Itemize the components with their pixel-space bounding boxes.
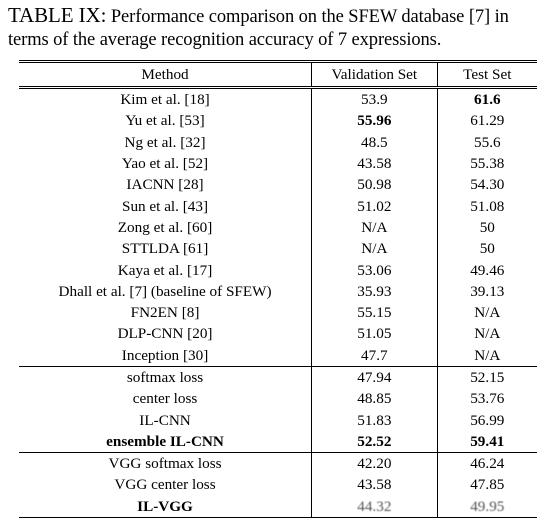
caption-text: Performance comparison on the SFEW datab… bbox=[8, 7, 509, 50]
cell-test: 52.15 bbox=[436, 365, 537, 389]
table-row: Dhall et al. [7] (baseline of SFEW) 35.93… bbox=[19, 280, 537, 302]
cell-test: 56.99 bbox=[436, 409, 537, 431]
cell-validation: 43.58 bbox=[311, 152, 438, 175]
cell-validation: 51.83 bbox=[311, 409, 438, 431]
cell-method: center loss bbox=[132, 390, 198, 408]
header-method: Method bbox=[19, 61, 312, 89]
cell-test: 50 bbox=[436, 238, 537, 260]
cell-validation: 55.96 bbox=[311, 110, 438, 132]
table-row: Inception [30] 47.7 N/A bbox=[19, 344, 537, 367]
cell-method: Dhall et al. [7] (baseline of SFEW) bbox=[58, 282, 272, 300]
header-row: Method Validation Set Test Set bbox=[19, 61, 537, 89]
cell-validation: 50.98 bbox=[311, 174, 438, 196]
cell-validation: 51.05 bbox=[311, 323, 438, 345]
cell-test: 55.6 bbox=[436, 131, 537, 153]
table-row: ensemble IL-CNN 52.52 59.41 bbox=[19, 430, 537, 453]
cell-method: IACNN [28] bbox=[126, 176, 204, 194]
table-row: Yao et al. [52] 43.58 55.38 bbox=[19, 152, 537, 175]
cell-method: STTLDA [61] bbox=[121, 240, 209, 258]
cell-test: 49.46 bbox=[436, 259, 537, 281]
table-row: Kaya et al. [17] 53.06 49.46 bbox=[19, 259, 537, 281]
cell-test: 47.85 bbox=[436, 474, 537, 496]
table-row: VGG center loss 43.58 47.85 bbox=[19, 474, 537, 496]
cell-validation: 55.15 bbox=[311, 301, 438, 324]
table-row: IACNN [28] 50.98 54.30 bbox=[19, 174, 537, 196]
cell-method: IL-VGG bbox=[19, 495, 312, 518]
table-caption: TABLE IX: Performance comparison on the … bbox=[8, 4, 553, 52]
cell-validation: 47.7 bbox=[311, 344, 438, 367]
cell-method: ensemble IL-CNN bbox=[106, 432, 224, 450]
header-validation-set: Validation Set bbox=[311, 61, 438, 89]
cell-test: 49.95 bbox=[436, 495, 537, 518]
cell-method: Inception [30] bbox=[121, 346, 209, 364]
cell-method: Ng et al. [32] bbox=[124, 133, 206, 151]
table-row: softmax loss 47.94 52.15 bbox=[19, 365, 537, 389]
table-row: center loss 48.85 53.76 bbox=[19, 388, 537, 410]
table-row: Sun et al. [43] 51.02 51.08 bbox=[19, 195, 537, 217]
cell-test: 39.13 bbox=[436, 280, 537, 302]
table-row: IL-CNN 51.83 56.99 bbox=[19, 409, 537, 431]
cell-method: IL-CNN bbox=[139, 411, 191, 429]
table-row: DLP-CNN [20] 51.05 N/A bbox=[19, 323, 537, 345]
table-row: Yu et al. [53] 55.96 61.29 bbox=[19, 110, 537, 132]
table-row: Zong et al. [60] N/A 50 bbox=[19, 216, 537, 239]
cell-test: 54.30 bbox=[436, 174, 537, 196]
cell-method: VGG softmax loss bbox=[19, 452, 312, 475]
cell-validation: 52.52 bbox=[311, 430, 438, 453]
cell-test: 59.41 bbox=[436, 430, 537, 453]
table-row: Ng et al. [32] 48.5 55.6 bbox=[19, 131, 537, 153]
cell-validation: 43.58 bbox=[311, 474, 438, 496]
cell-method: Kaya et al. [17] bbox=[117, 261, 213, 279]
cell-method: Yu et al. [53] bbox=[125, 112, 205, 130]
cell-test: 61.29 bbox=[436, 110, 537, 132]
cell-validation: 35.93 bbox=[311, 280, 438, 302]
cell-test: 53.76 bbox=[436, 388, 537, 410]
cell-method: Zong et al. [60] bbox=[117, 218, 213, 236]
cell-validation: 53.9 bbox=[311, 87, 438, 111]
table-row: FN2EN [8] 55.15 N/A bbox=[19, 301, 537, 324]
table-body: Kim et al. [18] 53.9 61.6 Yu et al. [53] 55.… bbox=[19, 87, 537, 518]
cell-validation: N/A bbox=[311, 238, 438, 260]
caption-label: TABLE IX: bbox=[8, 3, 107, 27]
cell-validation: 42.20 bbox=[311, 452, 438, 475]
cell-test: 61.6 bbox=[436, 87, 537, 111]
cell-validation: 53.06 bbox=[311, 259, 438, 281]
cell-method: VGG center loss bbox=[114, 476, 216, 494]
cell-validation: 51.02 bbox=[311, 195, 438, 217]
cell-validation: 44.32 bbox=[311, 495, 438, 518]
cell-method: Kim et al. [18] bbox=[120, 91, 210, 109]
header-test-set: Test Set bbox=[436, 61, 537, 89]
cell-validation: 48.5 bbox=[311, 131, 438, 153]
cell-test: 51.08 bbox=[436, 195, 537, 217]
cell-test: 55.38 bbox=[436, 152, 537, 175]
cell-validation: N/A bbox=[311, 216, 438, 239]
table-row: IL-VGG 44.32 49.95 bbox=[19, 495, 537, 518]
cell-method: DLP-CNN [20] bbox=[117, 325, 213, 343]
cell-method: FN2EN [8] bbox=[130, 304, 200, 322]
cell-validation: 47.94 bbox=[311, 365, 438, 389]
cell-method: Sun et al. [43] bbox=[122, 197, 209, 215]
results-table: Method Validation Set Test Set Kim et al… bbox=[19, 60, 537, 518]
cell-test: 46.24 bbox=[436, 452, 537, 475]
table-row: VGG softmax loss 42.20 46.24 bbox=[19, 452, 537, 475]
cell-test: 50 bbox=[436, 216, 537, 239]
cell-method: Yao et al. [52] bbox=[121, 155, 209, 173]
cell-test: N/A bbox=[436, 344, 537, 367]
cell-validation: 48.85 bbox=[311, 388, 438, 410]
cell-method: softmax loss bbox=[19, 365, 312, 389]
cell-test: N/A bbox=[436, 301, 537, 324]
table-row: STTLDA [61] N/A 50 bbox=[19, 238, 537, 260]
cell-test: N/A bbox=[436, 323, 537, 345]
table-row: Kim et al. [18] 53.9 61.6 bbox=[19, 87, 537, 111]
